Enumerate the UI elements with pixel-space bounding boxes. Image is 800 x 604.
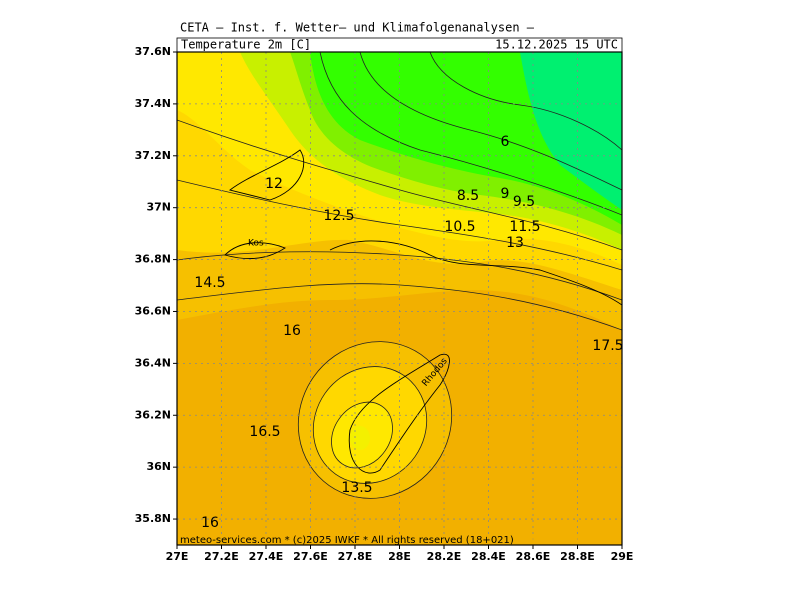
lat-tick-label: 36.6N	[135, 304, 171, 317]
lon-tick-label: 27.4E	[249, 550, 284, 563]
contour-label: 11.5	[509, 219, 540, 235]
lon-tick-label: 27.2E	[204, 550, 239, 563]
contour-label: 9	[501, 186, 510, 202]
contour-label: 12.5	[323, 208, 354, 224]
institute-title: CETA — Inst. f. Wetter— und Klimafolgena…	[180, 21, 535, 35]
map-frame	[176, 51, 623, 546]
contour-label: 12	[265, 176, 283, 192]
contour-label: 16.5	[249, 424, 280, 440]
lat-tick-label: 37.6N	[135, 45, 171, 58]
lat-tick-label: 36.2N	[135, 408, 171, 421]
lon-tick-label: 28.4E	[471, 550, 506, 563]
lon-tick-label: 27.8E	[338, 550, 373, 563]
contour-label: 17.5	[592, 338, 623, 354]
contour-label: 6	[501, 134, 510, 150]
contour-label: 16	[283, 323, 301, 339]
lon-tick-label: 29E	[611, 550, 634, 563]
copyright-footer: meteo-services.com * (c)2025 IWKF * All …	[180, 535, 514, 546]
lon-tick-label: 27.6E	[293, 550, 328, 563]
contour-label: 13.5	[341, 480, 372, 496]
lon-tick-label: 28E	[388, 550, 411, 563]
lat-tick-label: 36.4N	[135, 356, 171, 369]
lat-tick-label: 37.4N	[135, 97, 171, 110]
contour-label: 16	[201, 515, 219, 531]
lon-tick-label: 28.6E	[516, 550, 551, 563]
lat-tick-label: 36N	[146, 460, 171, 473]
lat-tick-label: 35.8N	[135, 512, 171, 525]
field-title: Temperature 2m [C]	[181, 38, 311, 52]
contour-label: 13	[506, 235, 524, 251]
contour-label: 8.5	[457, 188, 479, 204]
contour-label: 9.5	[513, 194, 535, 210]
lon-tick-label: 28.2E	[427, 550, 462, 563]
lat-tick-label: 36.8N	[135, 253, 171, 266]
lat-tick-label: 37N	[146, 201, 171, 214]
lon-tick-label: 27E	[166, 550, 189, 563]
lon-tick-label: 28.8E	[560, 550, 595, 563]
footer-band	[177, 535, 622, 545]
contour-label: 14.5	[194, 275, 225, 291]
contour-label: 10.5	[444, 219, 475, 235]
lat-tick-label: 37.2N	[135, 149, 171, 162]
valid-time: 15.12.2025 15 UTC	[495, 38, 618, 52]
place-label: Kos	[248, 239, 264, 249]
